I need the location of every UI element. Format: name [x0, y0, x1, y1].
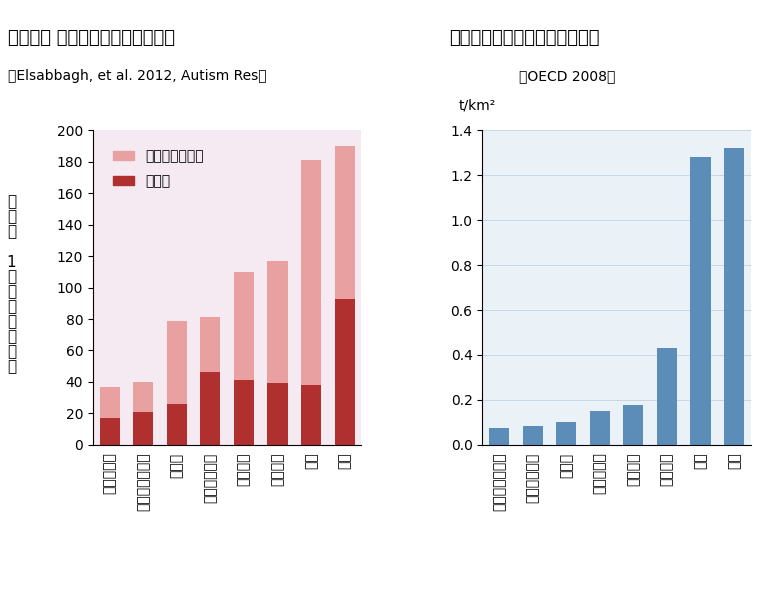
Bar: [268, 384, 288, 445]
Bar: [100, 387, 120, 418]
Bar: [268, 261, 288, 384]
Bar: [690, 157, 711, 445]
Text: 有
病
率

1
万
人
当
り
の
人
数: 有 病 率 1 万 人 当 り の 人 数: [7, 195, 16, 375]
Bar: [334, 299, 354, 445]
Legend: 広汎性発達障害, 自閉症: 広汎性発達障害, 自閉症: [108, 144, 210, 194]
Bar: [200, 372, 221, 445]
Bar: [234, 272, 254, 380]
Text: 自閉症、 広汎性発達障害の有病率: 自閉症、 広汎性発達障害の有病率: [8, 30, 175, 47]
Text: 農地単位面積当たり農薬使用量: 農地単位面積当たり農薬使用量: [449, 30, 599, 47]
Text: t/km²: t/km²: [459, 98, 496, 113]
Bar: [133, 412, 153, 445]
Bar: [590, 411, 610, 445]
Bar: [724, 148, 744, 445]
Bar: [100, 418, 120, 445]
Bar: [657, 348, 677, 445]
Bar: [556, 422, 576, 445]
Bar: [133, 382, 153, 412]
Text: （OECD 2008）: （OECD 2008）: [519, 69, 615, 83]
Bar: [234, 380, 254, 445]
Bar: [489, 428, 509, 445]
Bar: [334, 146, 354, 299]
Bar: [166, 404, 187, 445]
Bar: [301, 160, 321, 385]
Bar: [301, 385, 321, 445]
Bar: [623, 406, 643, 445]
Bar: [166, 321, 187, 404]
Bar: [200, 317, 221, 372]
Bar: [522, 426, 543, 445]
Text: （Elsabbagh, et al. 2012, Autism Res）: （Elsabbagh, et al. 2012, Autism Res）: [8, 69, 266, 83]
